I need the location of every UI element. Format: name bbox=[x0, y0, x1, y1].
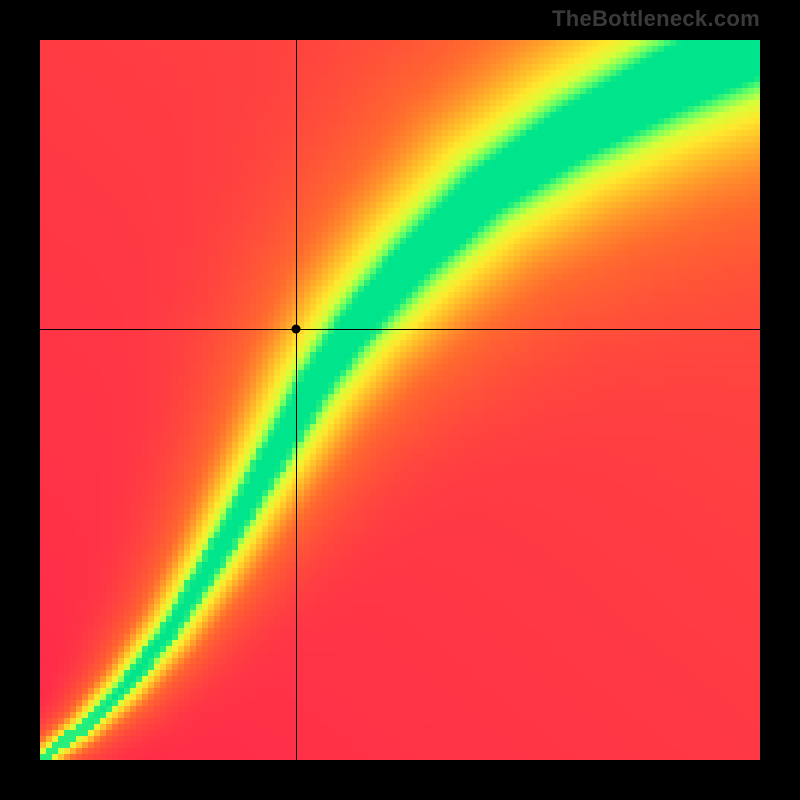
watermark-text: TheBottleneck.com bbox=[552, 6, 760, 32]
selection-marker bbox=[291, 325, 300, 334]
heatmap-plot bbox=[40, 40, 760, 760]
heatmap-canvas bbox=[40, 40, 760, 760]
crosshair-horizontal bbox=[40, 329, 760, 330]
crosshair-vertical bbox=[296, 40, 297, 760]
